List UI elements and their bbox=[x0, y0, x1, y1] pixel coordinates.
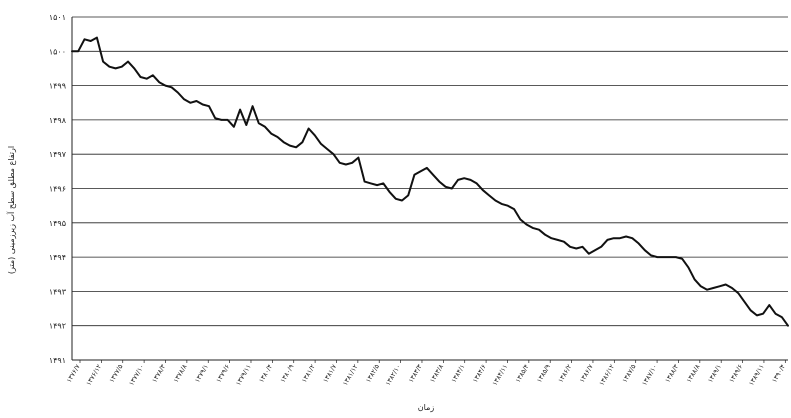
y-tick-label: ۱۴۹۸ bbox=[49, 116, 67, 125]
x-tick-label: ۱۳۸۳/۸ bbox=[428, 363, 445, 384]
x-tick-label: ۱۳۸۵/۴ bbox=[514, 363, 531, 384]
x-tick-label: ۱۳۷۷/۱۰ bbox=[127, 363, 145, 387]
y-tick-labels: ۱۵۰۱ ۱۵۰۰ ۱۴۹۹ ۱۴۹۸ ۱۴۹۷ ۱۴۹۶ ۱۴۹۵ ۱۴۹۴ ۱۴۹۳ ۱۴۹۲… bbox=[49, 13, 67, 365]
x-tick-label: ۱۳۸۳/۳ bbox=[407, 363, 424, 384]
x-tick-label: ۱۳۸۵/۹ bbox=[535, 363, 552, 384]
y-tick-label: ۱۵۰۰ bbox=[49, 47, 66, 56]
y-tick-label: ۱۴۹۳ bbox=[49, 287, 67, 296]
x-tick-label: ۱۳۷۶/۷ bbox=[65, 363, 82, 384]
axes bbox=[71, 17, 788, 363]
x-tick-label: ۱۳۸۹/۱ bbox=[706, 363, 723, 384]
x-tick-label: ۱۳۸۴/۱ bbox=[450, 363, 467, 384]
x-tick-label: ۱۳۸۱/۲ bbox=[300, 363, 317, 384]
series-line bbox=[71, 36, 789, 327]
x-tick-label: ۱۳۷۸/۳ bbox=[150, 363, 167, 384]
x-tick-label: ۱۳۷۹/۶ bbox=[215, 363, 232, 384]
x-tick-label: ۱۳۸۰/۴ bbox=[257, 363, 274, 384]
x-tick-label: ۱۳۸۹/۶ bbox=[728, 363, 745, 384]
x-tick-label: ۱۳۸۰/۹ bbox=[279, 363, 296, 384]
y-tick-label: ۱۴۹۹ bbox=[49, 82, 66, 91]
x-tick-label: ۱۳۷۷/۵ bbox=[108, 363, 125, 384]
y-tick-label: ۱۴۹۴ bbox=[49, 253, 66, 262]
x-tick-label: ۱۳۸۲/۵ bbox=[364, 363, 381, 384]
x-tick-label: ۱۳۹۰/۴ bbox=[770, 363, 787, 384]
y-axis-title: ارتفاع مطلق سطح آب زیرزمینی (متر) bbox=[6, 146, 16, 274]
y-tick-label: ۱۴۹۶ bbox=[49, 185, 66, 194]
x-tick-label: ۱۳۸۲/۱۰ bbox=[384, 363, 402, 387]
x-tick-label: ۱۳۸۱/۷ bbox=[321, 363, 338, 384]
y-tick-label: ۱۵۰۱ bbox=[49, 13, 66, 22]
x-tick-label: ۱۳۸۴/۶ bbox=[471, 363, 488, 384]
x-tick-label: ۱۳۷۹/۱۱ bbox=[234, 363, 252, 387]
x-tick-label: ۱۳۷۹/۱ bbox=[193, 363, 210, 384]
x-tick-label: ۱۳۷۸/۸ bbox=[172, 363, 189, 384]
series-layer bbox=[71, 36, 789, 327]
x-tick-labels: ۱۳۷۶/۷ ۱۳۷۶/۱۲ ۱۳۷۷/۵ ۱۳۷۷/۱۰ ۱۳۷۸/۳ ۱۳۷۸/۸ ۱۳… bbox=[65, 363, 787, 387]
y-tick-label: ۱۴۹۵ bbox=[49, 219, 66, 228]
x-tick-label: ۱۳۸۸/۳ bbox=[663, 363, 680, 384]
x-tick-label: ۱۳۸۶/۱۲ bbox=[598, 363, 617, 387]
y-tick-label: ۱۴۹۷ bbox=[49, 150, 67, 159]
x-tick-label: ۱۳۸۸/۸ bbox=[685, 363, 702, 384]
x-axis-title: زمان bbox=[418, 403, 435, 412]
gridlines bbox=[72, 16, 788, 361]
x-tick-label: ۱۳۷۶/۱۲ bbox=[85, 363, 104, 387]
x-tick-label: ۱۳۸۴/۱۱ bbox=[491, 363, 509, 387]
x-tick-label: ۱۳۸۷/۵ bbox=[621, 363, 638, 384]
x-tick-label: ۱۳۸۶/۷ bbox=[578, 363, 595, 384]
x-tick-label: ۱۳۸۶/۲ bbox=[557, 363, 574, 384]
x-tick-label: ۱۳۸۱/۱۲ bbox=[341, 363, 360, 387]
y-tick-label: ۱۴۹۲ bbox=[49, 322, 66, 331]
y-tick-label: ۱۴۹۱ bbox=[49, 356, 66, 365]
x-tick-label: ۱۳۸۷/۱۰ bbox=[640, 363, 658, 387]
x-tick-label: ۱۳۸۹/۱۱ bbox=[747, 363, 765, 387]
